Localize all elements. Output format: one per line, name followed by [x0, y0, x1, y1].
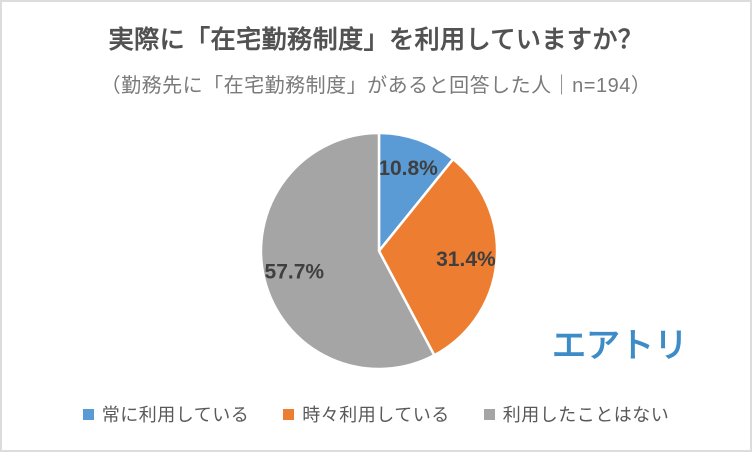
legend-label-3: 利用したことはない — [502, 405, 670, 425]
legend-item-3: 利用したことはない — [483, 401, 670, 427]
legend-item-1: 常に利用している — [82, 401, 250, 427]
chart-title: 実際に「在宅勤務制度」を利用していますか？ — [108, 26, 644, 54]
legend-swatch-3 — [483, 408, 495, 420]
pie-slice-3 — [259, 131, 436, 371]
pie-slice-label-1: 10.8% — [378, 157, 438, 180]
legend-swatch-2 — [283, 408, 295, 420]
pie-slice-label-3: 57.7% — [265, 261, 325, 284]
legend-item-2: 時々利用している — [283, 401, 449, 427]
chart-subtitle: （勤務先に「在宅勤務制度」があると回答した人｜n=194） — [100, 75, 652, 97]
legend-label-1: 常に利用している — [101, 405, 250, 425]
pie-slice-1 — [377, 131, 455, 253]
chart-legend: 常に利用している 時々利用している 利用したことはない — [2, 401, 750, 427]
pie-slice-label-2: 31.4% — [436, 248, 496, 271]
legend-label-2: 時々利用している — [302, 405, 450, 425]
legend-swatch-1 — [82, 408, 94, 420]
airtrip-logo: エアトリ — [552, 327, 688, 365]
